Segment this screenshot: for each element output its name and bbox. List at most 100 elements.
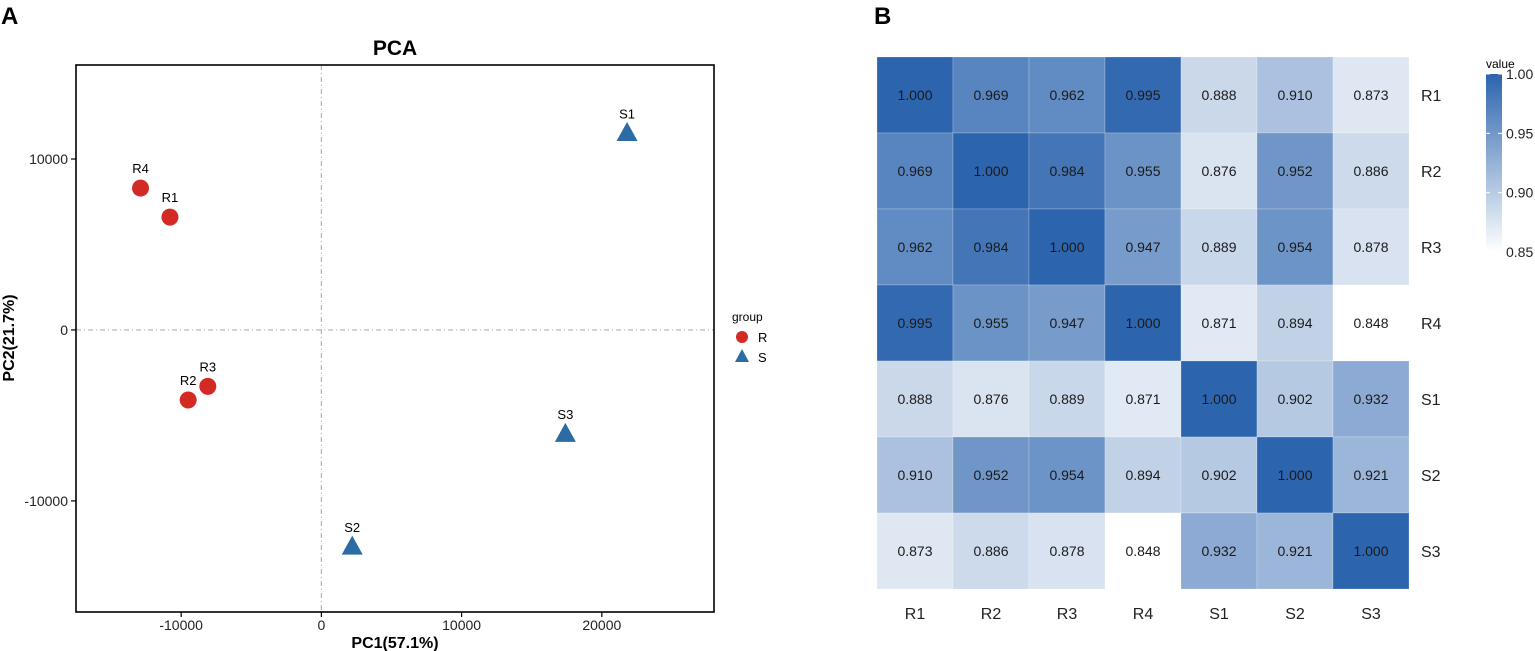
heatmap-value-s1-r1: 0.888 <box>897 391 932 407</box>
heatmap-cell-s3-s2 <box>1256 512 1334 590</box>
pca-x-axis-label: PC1(57.1%) <box>351 635 438 651</box>
pca-point-r3 <box>199 377 217 395</box>
heatmap-value-s2-s1: 0.902 <box>1201 467 1236 483</box>
heatmap-value-r3-r1: 0.962 <box>897 239 932 255</box>
heatmap-value-s3-r3: 0.878 <box>1049 543 1084 559</box>
heatmap-value-r3-s1: 0.889 <box>1201 239 1236 255</box>
heatmap-cell-r3-r4 <box>1104 208 1182 286</box>
heatmap-value-r1-r4: 0.995 <box>1125 87 1160 103</box>
heatmap-cell-r1-s1 <box>1180 56 1258 134</box>
heatmap-value-s2-r2: 0.952 <box>973 467 1008 483</box>
colorbar-ticks: 1.00 0.95 0.90 0.85 <box>1486 66 1533 260</box>
heatmap-value-s2-s2: 1.000 <box>1277 467 1312 483</box>
pca-x-tick-label: 10000 <box>442 617 481 633</box>
heatmap-cell-s3-r3 <box>1028 512 1106 590</box>
pca-point-s1 <box>616 121 638 141</box>
heatmap-value-s3-s3: 1.000 <box>1353 543 1388 559</box>
legend-r-marker <box>736 331 748 343</box>
heatmap-value-r3-r2: 0.984 <box>973 239 1008 255</box>
heatmap-cell-r1-r3 <box>1028 56 1106 134</box>
heatmap-column-label-r2: R2 <box>981 606 1002 623</box>
heatmap-value-r3-s3: 0.878 <box>1353 239 1388 255</box>
heatmap-value-r4-r3: 0.947 <box>1049 315 1084 331</box>
pca-point-label-r2: R2 <box>180 373 197 388</box>
heatmap-row-label-s2: S2 <box>1421 468 1441 485</box>
heatmap-value-s1-s1: 1.000 <box>1201 391 1236 407</box>
heatmap-cell-r2-r2 <box>952 132 1030 210</box>
colorbar-tick-label: 0.90 <box>1506 185 1533 201</box>
heatmap-cell-s2-r1 <box>876 436 954 514</box>
colorbar-tick-label: 1.00 <box>1506 66 1533 82</box>
colorbar-tick-label: 0.85 <box>1506 244 1533 260</box>
heatmap-cell-r4-s1 <box>1180 284 1258 362</box>
heatmap-row-label-r1: R1 <box>1421 88 1442 105</box>
heatmap-value-s1-s3: 0.932 <box>1353 391 1388 407</box>
heatmap-value-r3-r4: 0.947 <box>1125 239 1160 255</box>
heatmap-cell-s2-s2 <box>1256 436 1334 514</box>
pca-title: PCA <box>373 37 417 60</box>
heatmap-cell-r4-r2 <box>952 284 1030 362</box>
heatmap-column-label-s3: S3 <box>1361 606 1381 623</box>
heatmap-value-s2-r3: 0.954 <box>1049 467 1084 483</box>
heatmap-cell-s2-s3 <box>1332 436 1410 514</box>
heatmap-value-r1-s1: 0.888 <box>1201 87 1236 103</box>
heatmap-cell-r4-s3 <box>1332 284 1410 362</box>
pca-point-label-s1: S1 <box>619 106 635 121</box>
pca-point-label-s2: S2 <box>344 520 360 535</box>
heatmap-value-s3-s2: 0.921 <box>1277 543 1312 559</box>
heatmap-column-label-r1: R1 <box>905 606 926 623</box>
heatmap-value-s1-r2: 0.876 <box>973 391 1008 407</box>
pca-x-tick-label: 0 <box>317 617 325 633</box>
heatmap-value-r3-r3: 1.000 <box>1049 239 1084 255</box>
heatmap-cell-s1-r3 <box>1028 360 1106 438</box>
heatmap-cell-r3-r2 <box>952 208 1030 286</box>
heatmap-value-r4-s2: 0.894 <box>1277 315 1312 331</box>
heatmap-cell-r3-s1 <box>1180 208 1258 286</box>
heatmap-cell-r3-r1 <box>876 208 954 286</box>
heatmap-row-label-r2: R2 <box>1421 164 1442 181</box>
heatmap-column-label-r3: R3 <box>1057 606 1078 623</box>
panel-b-label: B <box>874 3 891 30</box>
heatmap-cell-r2-s2 <box>1256 132 1334 210</box>
heatmap-cell-r2-s3 <box>1332 132 1410 210</box>
heatmap-cell-r4-r4 <box>1104 284 1182 362</box>
heatmap-colorbar: value 1.00 0.95 0.90 0.85 <box>1486 57 1533 260</box>
pca-point-r1 <box>161 208 179 226</box>
heatmap-row-labels: R1 R2 R3 R4 S1 S2 S3 <box>1421 88 1442 561</box>
heatmap-cell-r1-r4 <box>1104 56 1182 134</box>
colorbar-title: value <box>1486 57 1515 71</box>
heatmap-value-r4-r1: 0.995 <box>897 315 932 331</box>
heatmap-cell-r1-r1 <box>876 56 954 134</box>
heatmap-value-r2-s1: 0.876 <box>1201 163 1236 179</box>
heatmap-row-label-s1: S1 <box>1421 392 1441 409</box>
heatmap-row-label-r3: R3 <box>1421 240 1442 257</box>
heatmap-cell-r3-s2 <box>1256 208 1334 286</box>
heatmap-cell-s3-s3 <box>1332 512 1410 590</box>
pca-point-label-r1: R1 <box>162 190 179 205</box>
pca-point-label-r4: R4 <box>132 161 149 176</box>
heatmap-cell-s2-r3 <box>1028 436 1106 514</box>
heatmap-cell-s1-r1 <box>876 360 954 438</box>
panel-b: B 1.000 0.969 0.962 0.995 0.888 0.910 0.873 0.9… <box>874 3 1533 623</box>
pca-point-r4 <box>132 179 150 197</box>
pca-x-tick-label: 20000 <box>582 617 621 633</box>
pca-y-axis-label: PC2(21.7%) <box>1 294 18 381</box>
heatmap-value-r2-r3: 0.984 <box>1049 163 1084 179</box>
heatmap-value-r4-s3: 0.848 <box>1353 315 1388 331</box>
heatmap-value-r1-r1: 1.000 <box>897 87 932 103</box>
pca-point-s3 <box>554 422 576 442</box>
heatmap-value-r2-r1: 0.969 <box>897 163 932 179</box>
heatmap-row-label-r4: R4 <box>1421 316 1442 333</box>
heatmap-value-r1-r2: 0.969 <box>973 87 1008 103</box>
colorbar-tick-label: 0.95 <box>1506 125 1533 141</box>
heatmap-value-s2-s3: 0.921 <box>1353 467 1388 483</box>
pca-point-r2 <box>179 391 197 409</box>
panel-a-label: A <box>1 3 18 30</box>
heatmap-cell-r2-r4 <box>1104 132 1182 210</box>
heatmap-value-r2-r2: 1.000 <box>973 163 1008 179</box>
heatmap-value-s1-r3: 0.889 <box>1049 391 1084 407</box>
heatmap-cell-s3-s1 <box>1180 512 1258 590</box>
heatmap-value-s3-r2: 0.886 <box>973 543 1008 559</box>
heatmap-value-s3-r1: 0.873 <box>897 543 932 559</box>
heatmap-value-r2-s2: 0.952 <box>1277 163 1312 179</box>
